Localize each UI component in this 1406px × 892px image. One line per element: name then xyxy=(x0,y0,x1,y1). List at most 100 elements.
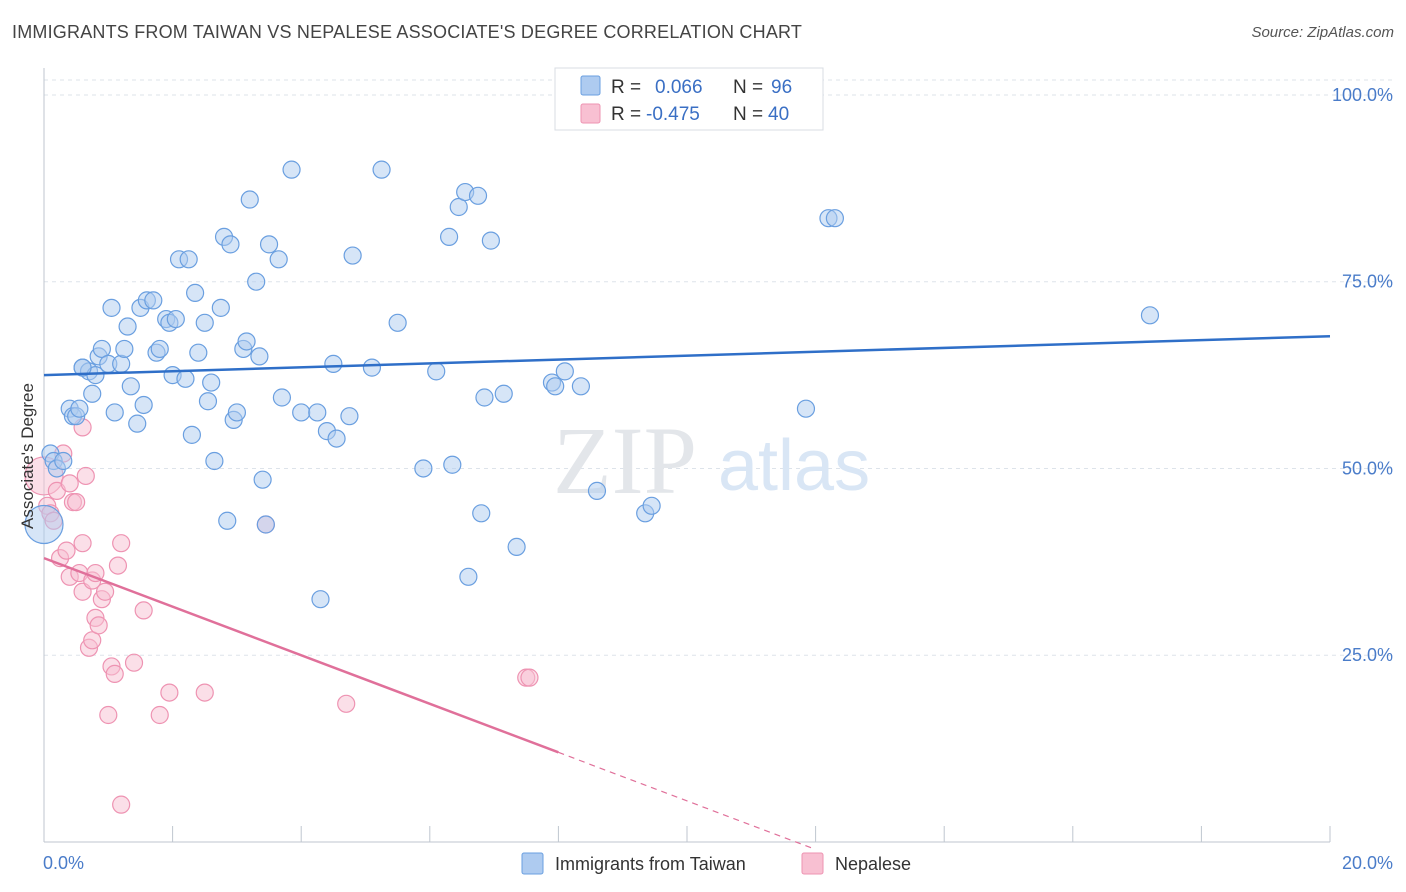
taiwan-point xyxy=(587,481,607,500)
taiwan-point xyxy=(24,504,64,545)
taiwan-point xyxy=(327,429,346,448)
legend-r-label-taiwan: R = xyxy=(611,77,641,98)
nepal-point xyxy=(83,631,102,650)
taiwan-point xyxy=(571,377,591,396)
nepal-point xyxy=(60,474,79,493)
taiwan-point xyxy=(388,313,407,332)
taiwan-point xyxy=(475,388,494,407)
taiwan-point xyxy=(472,504,491,523)
taiwan-point xyxy=(427,362,446,381)
nepal-trend-extension xyxy=(558,751,816,851)
nepal-point xyxy=(99,705,118,725)
taiwan-point xyxy=(1140,306,1160,325)
nepal-point xyxy=(67,492,86,512)
taiwan-point xyxy=(73,358,92,377)
legend-n-value-taiwan: 96 xyxy=(771,77,792,98)
taiwan-point xyxy=(186,283,205,303)
taiwan-point xyxy=(340,407,359,426)
nepal-point xyxy=(108,556,128,575)
taiwan-point xyxy=(459,567,478,586)
nepal-point xyxy=(195,683,214,702)
taiwan-point xyxy=(118,317,137,336)
taiwan-point xyxy=(198,392,218,411)
taiwan-point xyxy=(144,291,163,310)
taiwan-point xyxy=(481,231,500,250)
taiwan-point xyxy=(282,160,301,179)
y-tick-label: 100.0% xyxy=(1332,85,1393,105)
taiwan-point xyxy=(202,373,221,392)
nepal-point xyxy=(134,601,153,620)
taiwan-point xyxy=(70,399,89,418)
y-tick-label: 25.0% xyxy=(1342,645,1393,665)
taiwan-point xyxy=(253,470,272,489)
legend-n-value-nepal: 40 xyxy=(768,104,789,125)
taiwan-point xyxy=(449,197,468,217)
nepal-point xyxy=(150,705,169,725)
y-tick-label: 75.0% xyxy=(1342,272,1393,292)
taiwan-point xyxy=(555,362,574,381)
y-axis-title: Associate's Degree xyxy=(18,383,37,529)
taiwan-point xyxy=(240,190,259,209)
legend-r-label-nepal: R = xyxy=(611,104,641,125)
nepal-point xyxy=(124,653,144,672)
taiwan-point xyxy=(128,414,147,433)
nepal-point xyxy=(337,694,356,713)
taiwan-point xyxy=(372,160,391,179)
nepalese-points xyxy=(24,418,539,814)
taiwan-point xyxy=(796,399,816,418)
bottom-legend-label-taiwan: Immigrants from Taiwan xyxy=(555,854,746,874)
taiwan-point xyxy=(546,377,565,396)
chart-source: Source: ZipAtlas.com xyxy=(1251,24,1394,41)
correlation-legend: R = 0.066 N = 96 R = -0.475 N = 40 xyxy=(554,67,824,131)
taiwan-point xyxy=(308,403,327,422)
nepal-point xyxy=(105,664,124,684)
legend-r-value-nepal: -0.475 xyxy=(646,104,700,125)
taiwan-point xyxy=(259,235,279,254)
taiwan-point xyxy=(494,384,513,403)
taiwan-point xyxy=(507,537,526,557)
x-tick-label-max: 20.0% xyxy=(1342,853,1393,873)
legend-n-label-taiwan: N = xyxy=(733,77,763,98)
taiwan-point xyxy=(250,347,269,366)
nepal-point xyxy=(89,616,108,635)
y-tick-label: 50.0% xyxy=(1342,458,1393,478)
bottom-legend-swatch-taiwan xyxy=(521,852,544,875)
taiwan-point xyxy=(112,354,131,373)
legend-swatch-nepal xyxy=(580,103,601,124)
nepal-point xyxy=(76,466,95,486)
taiwan-point xyxy=(179,250,198,269)
taiwan-point xyxy=(256,515,275,534)
taiwan-point xyxy=(443,455,462,474)
nepal-point xyxy=(112,534,131,553)
bottom-legend-swatch-nepal xyxy=(801,852,824,875)
taiwan-point xyxy=(102,298,121,317)
taiwan-point xyxy=(414,459,433,478)
y-tick-labels: 25.0% 50.0% 75.0% 100.0% xyxy=(1332,85,1393,665)
chart-title: IMMIGRANTS FROM TAIWAN VS NEPALESE ASSOC… xyxy=(12,22,803,42)
taiwan-point xyxy=(825,209,844,228)
bottom-legend-label-nepal: Nepalese xyxy=(835,854,911,874)
watermark-zip: ZIP xyxy=(553,407,697,514)
nepal-point xyxy=(112,795,131,814)
taiwan-point xyxy=(92,339,111,359)
taiwan-point xyxy=(362,358,382,377)
nepal-point xyxy=(73,534,92,553)
taiwan-point xyxy=(115,339,134,359)
taiwan-point xyxy=(292,403,311,422)
taiwan-point xyxy=(166,309,185,329)
taiwan-point xyxy=(343,246,362,265)
watermark: ZIP atlas xyxy=(553,407,870,514)
taiwan-point xyxy=(121,377,140,396)
taiwan-point xyxy=(227,403,246,422)
taiwan-trend-line xyxy=(43,334,1331,377)
taiwan-point xyxy=(269,250,288,269)
legend-swatch-taiwan xyxy=(580,75,601,96)
taiwan-point xyxy=(205,451,224,471)
taiwan-point xyxy=(272,388,292,407)
taiwan-point xyxy=(83,384,102,403)
series-legend: Immigrants from Taiwan Nepalese xyxy=(521,852,911,875)
nepal-point xyxy=(95,582,115,601)
taiwan-point xyxy=(195,313,214,332)
taiwan-point xyxy=(468,186,488,205)
taiwan-point xyxy=(54,451,73,471)
